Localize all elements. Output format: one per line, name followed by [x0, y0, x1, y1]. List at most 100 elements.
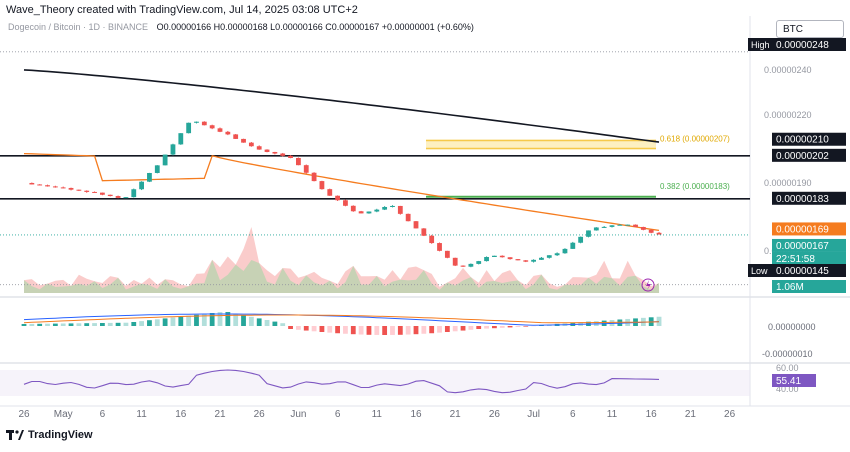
macd-bar	[45, 324, 50, 326]
macd-bar	[178, 317, 183, 326]
macd-bar	[461, 326, 466, 331]
candle-body	[374, 210, 379, 212]
x-tick-label: 26	[254, 409, 266, 420]
macd-bar	[335, 326, 340, 333]
candle-body	[265, 150, 270, 152]
x-tick-label: 26	[724, 409, 736, 420]
macd-bar	[406, 326, 411, 335]
macd-bar	[320, 326, 325, 332]
macd-bar	[53, 324, 58, 326]
candle-body	[351, 206, 356, 211]
candle-body	[547, 255, 552, 258]
candle-body	[241, 139, 246, 143]
x-tick-label: 6	[570, 409, 576, 420]
candle-body	[163, 155, 168, 166]
candle-body	[116, 196, 121, 198]
candle-body	[602, 227, 607, 228]
macd-bar	[76, 323, 81, 326]
volume-area-up	[24, 260, 659, 293]
candle-body	[178, 133, 183, 144]
candle-body	[249, 143, 254, 147]
macd-bar	[374, 326, 379, 335]
candle-body	[523, 260, 528, 261]
candle-body	[29, 183, 34, 184]
candle-body	[445, 251, 450, 258]
x-tick-label: May	[54, 409, 73, 420]
candle-body	[100, 193, 105, 195]
macd-bar	[327, 326, 332, 333]
price-label-high: 0.00000248	[776, 40, 829, 51]
macd-bar	[351, 326, 356, 334]
candle-body	[594, 227, 599, 230]
candle-body	[233, 134, 238, 139]
x-tick-label: 26	[489, 409, 501, 420]
macd-bar	[382, 326, 387, 335]
attribution-text: Wave_Theory created with TradingView.com…	[6, 4, 358, 16]
candle-body	[610, 225, 615, 227]
candle-body	[296, 158, 301, 165]
candle-body	[578, 237, 583, 243]
candle-body	[37, 184, 42, 185]
candle-body	[124, 197, 129, 198]
macd-bar	[288, 326, 293, 329]
candle-body	[45, 185, 50, 186]
candle-body	[343, 200, 348, 206]
candle-body	[312, 173, 317, 181]
macd-bar	[516, 326, 521, 327]
price-axis-tick: 0.00000220	[764, 110, 812, 120]
candle-body	[257, 146, 262, 149]
candle-body	[131, 189, 136, 197]
macd-bar	[500, 326, 505, 328]
candle-body	[84, 191, 89, 192]
candle-body	[390, 206, 395, 207]
symbol-info: Dogecoin / Bitcoin · 1D · BINANCE O0.000…	[8, 22, 474, 32]
candle-body	[531, 260, 536, 262]
candle-body	[225, 132, 230, 135]
macd-bar	[186, 316, 191, 326]
macd-bar	[445, 326, 450, 332]
candle-body	[69, 188, 74, 190]
x-tick-label: Jul	[527, 409, 540, 420]
macd-axis-tick: -0.00000010	[762, 349, 813, 359]
macd-bar	[296, 326, 301, 330]
macd-bar	[92, 323, 97, 326]
currency-button[interactable]: BTC	[776, 20, 844, 38]
macd-bar	[414, 326, 419, 334]
candle-body	[406, 214, 411, 221]
price-label-countdown: 22:51:58	[776, 254, 815, 265]
candle-body	[633, 225, 638, 227]
macd-bar	[131, 322, 136, 326]
candle-body	[53, 186, 58, 187]
price-axis-tick: 0.00000240	[764, 65, 812, 75]
candle-body	[398, 206, 403, 214]
candle-body	[657, 233, 662, 235]
price-label-low-tag: Low	[751, 266, 768, 276]
price-label-low: 0.00000145	[776, 266, 829, 277]
macd-bar	[22, 324, 27, 326]
macd-bar	[359, 326, 364, 335]
candle-body	[202, 122, 207, 126]
price-label-level-202: 0.00000202	[776, 151, 829, 162]
candle-body	[461, 266, 466, 267]
price-label-ma-mid: 0.00000169	[776, 224, 829, 235]
macd-axis-tick: 0.00000000	[768, 322, 816, 332]
candle-body	[186, 123, 191, 133]
macd-bar	[147, 320, 152, 326]
rsi-axis-tick: 60.00	[776, 363, 799, 373]
candle-body	[421, 228, 426, 235]
macd-bar	[257, 318, 262, 326]
symbol-name: Dogecoin / Bitcoin · 1D · BINANCE	[8, 22, 148, 32]
macd-bar	[265, 320, 270, 326]
candle-body	[649, 230, 654, 233]
candle-body	[516, 259, 521, 260]
price-label-current: 0.00000167	[776, 241, 829, 252]
price-label-level-183: 0.00000183	[776, 194, 829, 205]
tradingview-logo-icon	[6, 430, 24, 440]
macd-bar	[280, 323, 285, 326]
candle-body	[335, 196, 340, 201]
candle-body	[437, 243, 442, 251]
footer-brand: TradingView	[6, 429, 93, 441]
candle-body	[539, 258, 544, 260]
macd-bar	[100, 323, 105, 326]
